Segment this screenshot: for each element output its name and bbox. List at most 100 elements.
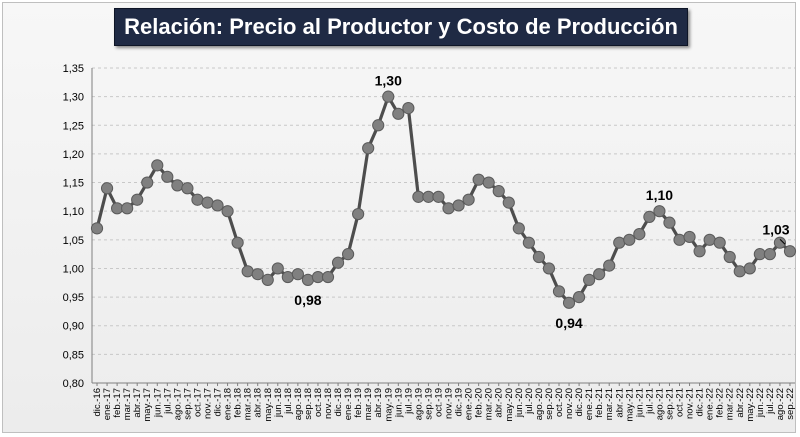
x-tick-label: nov.-20	[564, 388, 575, 419]
x-tick-label: mar.-19	[363, 388, 374, 420]
data-point	[653, 205, 666, 218]
data-point	[291, 268, 304, 281]
x-tick-label: dic.-21	[695, 388, 706, 417]
data-point	[753, 248, 766, 261]
data-point	[161, 170, 174, 183]
x-tick-label: feb.-21	[594, 388, 605, 418]
series-layer	[90, 90, 797, 309]
data-point	[693, 245, 706, 258]
data-point	[422, 190, 435, 203]
x-tick-label: dic.-17	[213, 388, 224, 417]
data-point	[613, 236, 626, 249]
data-point	[552, 285, 566, 298]
y-tick-label: 0,95	[63, 292, 84, 304]
x-tick-label: feb.-18	[233, 388, 244, 418]
y-tick-label: 1,20	[63, 149, 84, 161]
data-point	[482, 176, 495, 189]
data-point	[452, 199, 465, 212]
x-tick-label: ene.-17	[102, 388, 113, 420]
x-tick-label: mar.-22	[725, 388, 736, 420]
x-tick-label: may.-19	[383, 388, 394, 422]
data-point	[502, 196, 515, 209]
x-tick-label: feb.-22	[715, 388, 726, 418]
x-tick-label: oct.-19	[433, 388, 444, 417]
data-point	[623, 233, 636, 246]
x-tick-label: sep.-20	[544, 388, 555, 420]
x-tick-label: jul.-21	[644, 388, 655, 415]
data-point	[90, 222, 104, 235]
x-tick-label: sep.-21	[664, 388, 675, 420]
data-point	[231, 236, 244, 249]
data-point	[673, 233, 686, 246]
data-point	[472, 173, 485, 186]
x-tick-label: mar.-20	[484, 388, 495, 420]
y-tick-label: 1,10	[63, 206, 84, 218]
x-tick-label: sep.-18	[303, 388, 314, 420]
data-point	[100, 182, 114, 195]
x-tick-label: oct.-21	[675, 388, 686, 417]
data-point	[412, 190, 425, 203]
data-point	[201, 196, 214, 209]
x-tick-label: feb.-17	[112, 388, 123, 418]
x-tick-label: ene.-20	[464, 388, 475, 420]
data-point	[121, 202, 134, 215]
y-tick-label: 0,80	[63, 378, 84, 390]
x-tick-label: ago.-18	[293, 388, 304, 420]
x-tick-label: dic.-20	[574, 388, 585, 417]
data-label: 1,03	[762, 221, 789, 237]
data-point	[321, 270, 335, 284]
x-tick-label: ene.-22	[705, 388, 716, 420]
data-point	[713, 236, 726, 249]
x-tick-label: mar.-17	[122, 388, 133, 420]
data-point	[532, 250, 546, 264]
y-tick-label: 1,30	[63, 92, 84, 104]
x-axis-ticks: dic.-16 ene.-17 feb.-17 mar.-17 abr.-17 may.-…	[92, 383, 796, 422]
data-point	[191, 193, 204, 206]
data-point	[211, 199, 224, 212]
data-point	[593, 268, 606, 281]
data-point	[643, 210, 656, 224]
x-tick-label: may.-20	[504, 388, 515, 422]
x-tick-label: feb.-19	[353, 388, 364, 418]
x-tick-label: feb.-20	[474, 388, 485, 418]
data-point	[111, 202, 124, 215]
data-point	[341, 248, 355, 261]
chart-title-box: Relación: Precio al Productor y Costo de…	[114, 8, 688, 46]
data-point	[683, 230, 696, 244]
data-point	[432, 190, 445, 203]
x-tick-label: oct.-18	[313, 388, 324, 417]
x-tick-label: abr.-17	[132, 388, 143, 418]
data-point	[562, 296, 576, 309]
data-point	[703, 233, 716, 246]
x-tick-label: nov.-17	[202, 388, 213, 419]
data-point	[151, 159, 164, 172]
data-point	[362, 142, 375, 155]
data-point	[603, 259, 616, 272]
x-tick-label: ago.-20	[534, 388, 545, 420]
x-tick-label: ene.-18	[223, 388, 234, 420]
data-point	[271, 262, 284, 275]
x-tick-label: ene.-19	[343, 388, 354, 420]
y-tick-label: 1,05	[63, 235, 84, 247]
data-label: 0,98	[294, 292, 321, 308]
x-tick-label: abr.-20	[494, 388, 505, 418]
data-point	[522, 236, 535, 249]
y-axis-ticks: 0,80 0,85 0,90 0,95 1,00 1,05 1,10 1,15 1,20 1,25…	[63, 63, 84, 390]
data-point	[773, 236, 787, 249]
data-point	[633, 227, 646, 241]
x-tick-label: nov.-19	[444, 388, 455, 419]
x-tick-label: jun.-19	[393, 388, 404, 418]
x-tick-label: may.-22	[745, 388, 756, 422]
x-tick-label: jun.-22	[755, 388, 766, 418]
data-point	[281, 270, 294, 284]
y-tick-label: 1,35	[63, 63, 84, 75]
data-point	[301, 273, 315, 287]
x-tick-label: sep.-19	[423, 388, 434, 420]
y-tick-label: 0,85	[63, 349, 84, 361]
x-tick-label: jul.-20	[524, 388, 535, 415]
data-label: 1,30	[375, 73, 402, 89]
data-point	[733, 265, 746, 278]
x-tick-label: jun.-17	[152, 388, 163, 418]
data-point	[743, 262, 756, 275]
